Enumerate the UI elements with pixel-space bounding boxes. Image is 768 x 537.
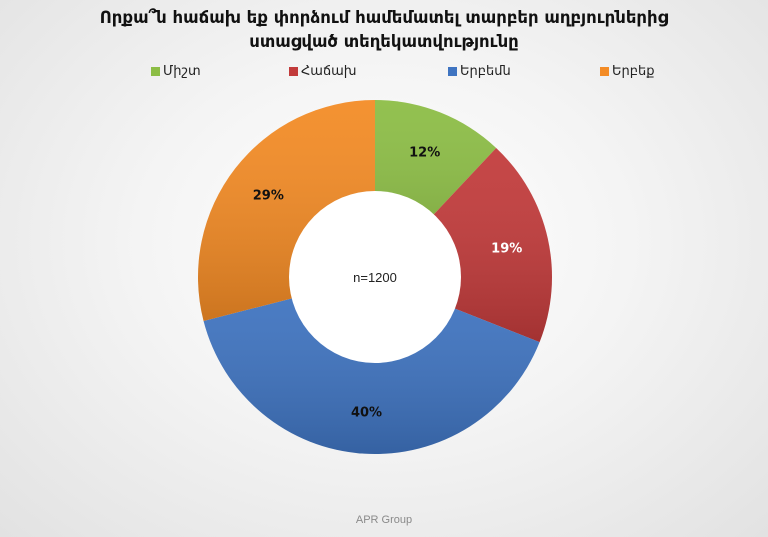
legend-label: Հաճախ — [301, 64, 357, 79]
data-label: 19% — [491, 242, 522, 257]
chart-title-line-1: Որքա՞ն հաճախ եք փորձում համեմատել տարբեր… — [99, 8, 669, 27]
legend-swatch — [600, 67, 609, 76]
chart-title-line-2: ստացված տեղեկատվությունը — [249, 32, 519, 51]
chart-title: Որքա՞ն հաճախ եք փորձում համեմատել տարբեր… — [0, 6, 768, 54]
legend: Միշտ Հաճախ Երբեմն Երբեք — [0, 64, 768, 84]
legend-label: Միշտ — [163, 64, 201, 79]
data-label: 12% — [409, 145, 440, 160]
legend-item-never: Երբեք — [600, 64, 655, 79]
data-label: 40% — [351, 406, 382, 421]
legend-swatch — [448, 67, 457, 76]
donut-hole — [289, 191, 461, 363]
legend-swatch — [289, 67, 298, 76]
data-label: 29% — [253, 188, 284, 203]
slice-shading — [203, 277, 540, 454]
legend-label: Երբեք — [612, 64, 655, 79]
center-label: n=1200 — [353, 270, 397, 285]
legend-label: Երբեմն — [460, 64, 511, 79]
legend-item-often: Հաճախ — [289, 64, 357, 79]
legend-item-always: Միշտ — [151, 64, 201, 79]
legend-swatch — [151, 67, 160, 76]
footer-source: APR Group — [355, 514, 413, 526]
legend-item-sometimes: Երբեմն — [448, 64, 511, 79]
